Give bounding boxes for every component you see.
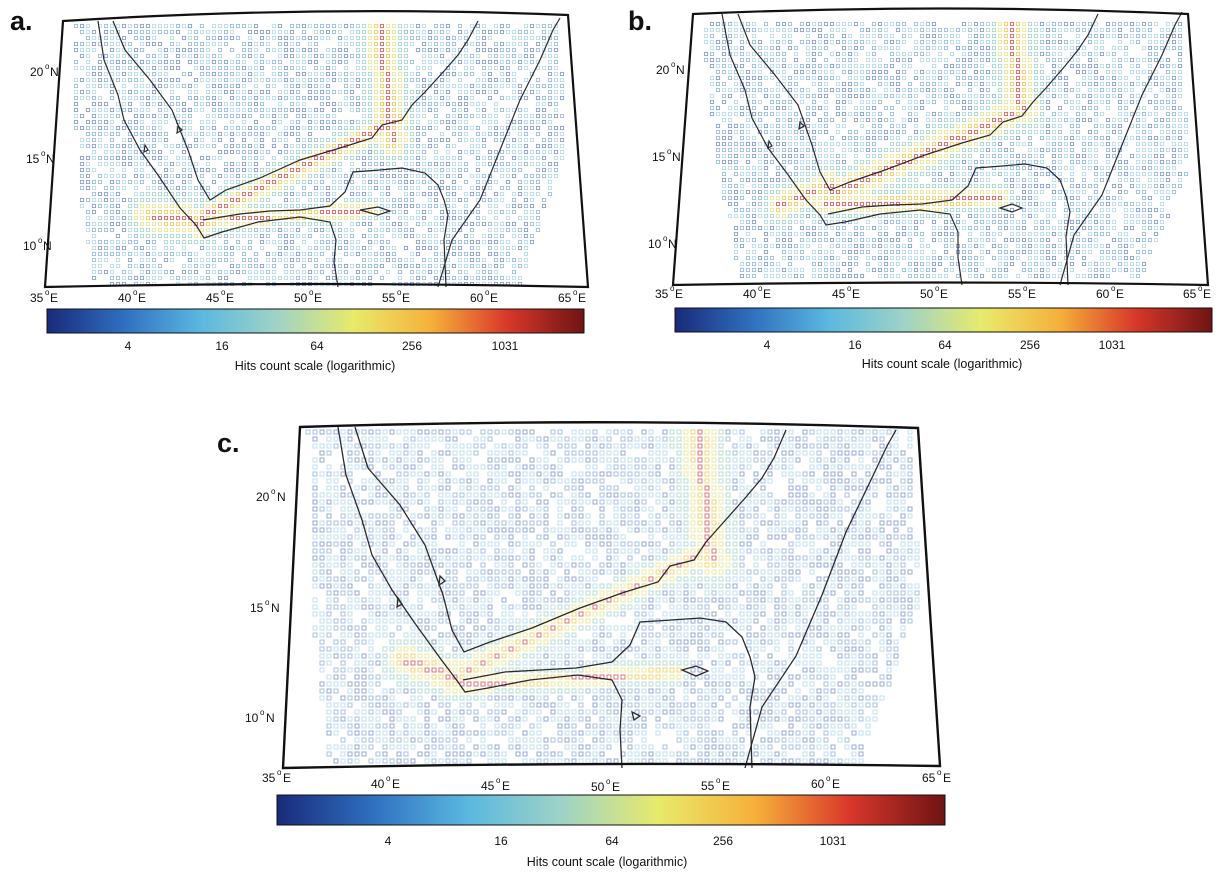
- lon-label-65: 65 o E: [1183, 284, 1211, 301]
- lat-label-15: 15 o N: [250, 598, 280, 615]
- lon-label-60: 60 o E: [1096, 284, 1124, 301]
- lon-label-65: 65 o E: [922, 768, 951, 785]
- lat-label-15: 15 o N: [652, 147, 681, 164]
- longitude-labels: 35 o E 40 o E 45 o E 50 o E 55 o E 60 o E 65 o E: [262, 768, 951, 794]
- lon-label-45: 45 o E: [832, 284, 860, 301]
- svg-text:10: 10: [23, 239, 37, 253]
- lon-label-50: 50 o E: [591, 777, 620, 794]
- longitude-labels: 35 o E 40 o E 45 o E 50 o E 55 o E 60 o E 65 o E: [30, 288, 586, 305]
- lon-label-40: 40 o E: [743, 284, 771, 301]
- svg-text:E: E: [226, 291, 234, 305]
- latitude-labels: 20 o N 15 o N 10 o N: [245, 487, 286, 725]
- colorbar: 4 16 64 256 1031 Hits count scale (logar…: [46, 308, 585, 373]
- lon-label-40: 40 o E: [118, 288, 146, 305]
- lon-label-65: 65 o E: [558, 288, 586, 305]
- colorbar-tick: 16: [494, 834, 508, 848]
- lon-label-50: 50 o E: [294, 288, 322, 305]
- lon-label-55: 55 o E: [382, 288, 410, 305]
- panel-c: c. 20 o N 15 o N 10 o N 35 o E 40 o E 45: [217, 421, 951, 869]
- map-frame: [671, 7, 1210, 287]
- panel-letter: b.: [628, 6, 652, 36]
- map-frame: [43, 10, 590, 289]
- svg-text:E: E: [138, 291, 146, 305]
- latitude-labels: 20 o N 15 o N 10 o N: [648, 60, 685, 251]
- colorbar-gradient: [276, 794, 946, 826]
- svg-text:20: 20: [30, 65, 44, 79]
- colorbar-tick: 4: [385, 834, 392, 848]
- lon-label-35: 35 o E: [655, 284, 683, 301]
- colorbar-tick: 64: [310, 339, 324, 353]
- lat-label-10: 10 o N: [23, 236, 52, 253]
- colorbar-title: Hits count scale (logarithmic): [862, 357, 1022, 371]
- svg-text:E: E: [578, 291, 586, 305]
- hit-count-grid: [73, 23, 565, 287]
- coastlines: [97, 17, 561, 288]
- lon-label-55: 55 o E: [701, 776, 730, 793]
- coastlines: [337, 426, 897, 769]
- svg-text:N: N: [46, 152, 55, 166]
- svg-text:65: 65: [558, 291, 572, 305]
- lat-label-20: 20 o N: [656, 60, 685, 77]
- svg-text:N: N: [43, 239, 52, 253]
- colorbar-tick: 64: [605, 834, 619, 848]
- svg-text:60: 60: [470, 291, 484, 305]
- lat-label-20: 20 o N: [30, 62, 59, 79]
- colorbar-tick: 256: [402, 339, 422, 353]
- svg-text:40: 40: [118, 291, 132, 305]
- colorbar-tick: 256: [1020, 338, 1040, 352]
- colorbar-tick: 1031: [1099, 338, 1126, 352]
- lon-label-45: 45 o E: [206, 288, 234, 305]
- panel-b: b. 20 o N 15 o N 10 o N 35 o E 40 o E 45 o E: [628, 6, 1213, 371]
- lat-label-10: 10 o N: [648, 234, 677, 251]
- svg-text:45: 45: [206, 291, 220, 305]
- panel-a: a. 20 o N 15 o N 10 o N 35 o E 40 o E 45 o E: [10, 6, 590, 373]
- lat-label-20: 20 o N: [256, 487, 286, 504]
- colorbar-tick: 1031: [492, 339, 519, 353]
- svg-text:55: 55: [382, 291, 396, 305]
- lat-label-15: 15 o N: [26, 149, 55, 166]
- lon-label-50: 50 o E: [920, 284, 948, 301]
- lon-label-35: 35 o E: [262, 768, 291, 785]
- svg-text:35: 35: [30, 291, 44, 305]
- colorbar: 4 16 64 256 1031 Hits count scale (logar…: [276, 794, 946, 869]
- colorbar-tick: 16: [848, 338, 862, 352]
- colorbar-title: Hits count scale (logarithmic): [235, 359, 395, 373]
- lon-label-55: 55 o E: [1008, 284, 1036, 301]
- lon-label-45: 45 o E: [481, 776, 510, 793]
- svg-text:E: E: [490, 291, 498, 305]
- colorbar-tick: 4: [764, 338, 771, 352]
- svg-text:E: E: [314, 291, 322, 305]
- panel-letter: a.: [10, 6, 33, 36]
- svg-text:E: E: [50, 291, 58, 305]
- colorbar-tick: 1031: [820, 834, 847, 848]
- lon-label-40: 40 o E: [371, 774, 400, 791]
- latitude-labels: 20 o N 15 o N 10 o N: [23, 62, 59, 253]
- lon-label-60: 60 o E: [811, 774, 840, 791]
- colorbar-tick: 64: [938, 338, 952, 352]
- colorbar-tick: 16: [215, 339, 229, 353]
- svg-text:50: 50: [294, 291, 308, 305]
- svg-text:15: 15: [26, 152, 40, 166]
- longitude-labels: 35 o E 40 o E 45 o E 50 o E 55 o E 60 o E 65 o E: [655, 284, 1211, 301]
- colorbar: 4 16 64 256 1031 Hits count scale (logar…: [674, 307, 1213, 371]
- panel-letter: c.: [217, 428, 240, 458]
- colorbar-gradient: [46, 308, 585, 334]
- svg-text:E: E: [402, 291, 410, 305]
- coastlines: [721, 11, 1183, 286]
- lat-label-10: 10 o N: [245, 708, 275, 725]
- lon-label-35: 35 o E: [30, 288, 58, 305]
- colorbar-tick: 256: [713, 834, 733, 848]
- svg-text:N: N: [50, 65, 59, 79]
- colorbar-gradient: [674, 307, 1213, 333]
- hit-count-grid: [703, 21, 1189, 279]
- map-frame: [281, 421, 942, 770]
- colorbar-tick: 4: [125, 339, 132, 353]
- lon-label-60: 60 o E: [470, 288, 498, 305]
- colorbar-title: Hits count scale (logarithmic): [527, 855, 687, 869]
- hit-count-grid: [305, 429, 920, 764]
